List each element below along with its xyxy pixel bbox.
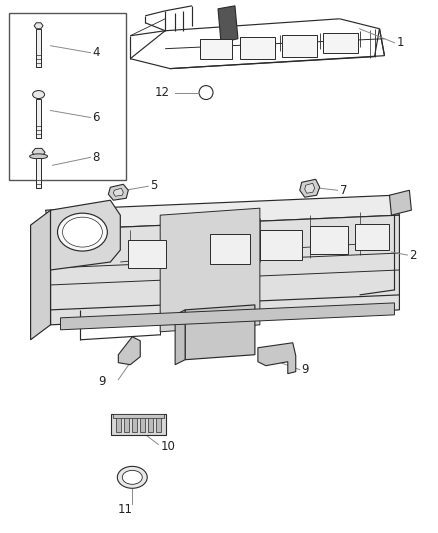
Polygon shape <box>118 337 140 365</box>
Ellipse shape <box>63 217 102 247</box>
Polygon shape <box>218 6 238 43</box>
Bar <box>9 13 126 180</box>
Bar <box>323 33 357 53</box>
Text: 11: 11 <box>118 503 133 516</box>
Polygon shape <box>300 179 320 197</box>
Ellipse shape <box>32 91 45 99</box>
Polygon shape <box>175 310 185 365</box>
Text: 10: 10 <box>160 440 175 453</box>
Ellipse shape <box>117 466 147 488</box>
Text: 6: 6 <box>92 111 100 124</box>
Text: 1: 1 <box>396 36 404 49</box>
Polygon shape <box>258 343 296 374</box>
Bar <box>200 39 232 59</box>
Polygon shape <box>160 208 260 332</box>
Polygon shape <box>50 215 399 325</box>
Circle shape <box>199 86 213 100</box>
Polygon shape <box>34 23 43 29</box>
Text: 4: 4 <box>92 46 100 59</box>
Bar <box>113 414 164 417</box>
Bar <box>210 234 250 264</box>
Bar <box>36 158 41 188</box>
Bar <box>132 416 137 432</box>
Ellipse shape <box>30 154 48 159</box>
Bar <box>36 29 41 67</box>
Ellipse shape <box>57 213 107 251</box>
Bar <box>282 35 317 56</box>
Bar <box>260 230 302 260</box>
Bar <box>128 240 166 268</box>
Bar <box>310 226 348 254</box>
Text: 5: 5 <box>150 179 158 192</box>
Bar <box>116 416 121 432</box>
Text: 9: 9 <box>98 375 106 388</box>
Bar <box>355 224 389 250</box>
Polygon shape <box>108 184 128 200</box>
Text: 7: 7 <box>339 184 347 197</box>
Bar <box>36 99 41 139</box>
Text: 2: 2 <box>410 248 417 262</box>
Text: 8: 8 <box>92 151 100 164</box>
Text: 9: 9 <box>302 363 309 376</box>
Polygon shape <box>113 188 124 196</box>
Polygon shape <box>305 183 314 193</box>
Polygon shape <box>60 303 395 330</box>
Bar <box>140 416 145 432</box>
Polygon shape <box>46 195 399 230</box>
Polygon shape <box>31 210 50 340</box>
Polygon shape <box>32 148 45 156</box>
Bar <box>148 416 153 432</box>
Bar <box>111 414 166 435</box>
Bar <box>124 416 129 432</box>
Polygon shape <box>50 200 120 270</box>
Polygon shape <box>389 190 411 215</box>
Ellipse shape <box>122 470 142 484</box>
Polygon shape <box>185 305 255 360</box>
Bar <box>155 416 161 432</box>
Text: 12: 12 <box>155 86 170 99</box>
Bar <box>240 37 275 59</box>
